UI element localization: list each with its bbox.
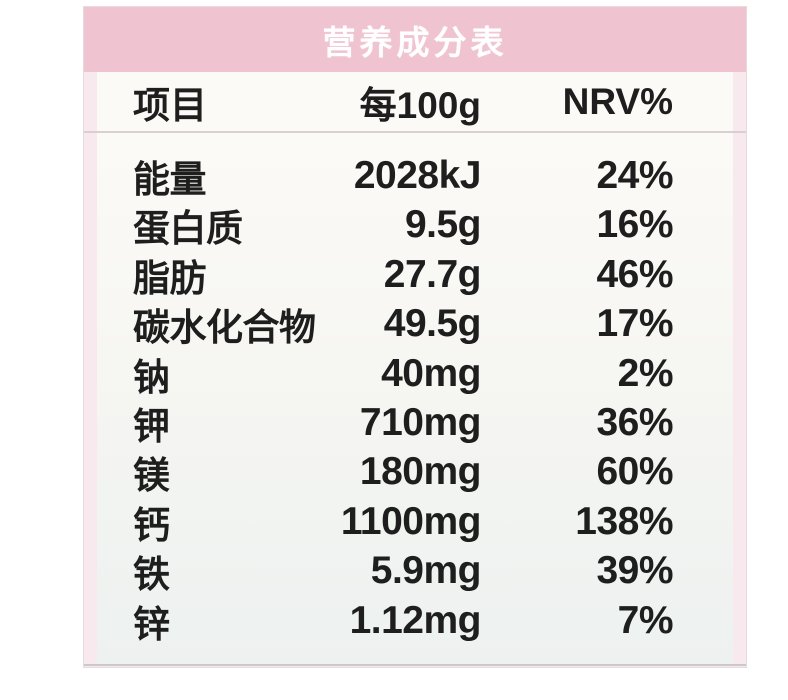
row-item-name: 铁 [133,554,170,596]
row-per100g-value: 5.9mg [370,549,482,593]
row-per100g-value: 1100mg [340,499,482,543]
nutrition-row: 钾 710mg 36% [133,396,674,447]
nutrition-table-title: 营养成分表 [322,23,508,61]
row-per100g-value: 40mg [381,351,481,395]
nutrition-row: 能量 2028kJ 24% [133,149,674,200]
row-per100g-value: 49.5g [383,302,482,346]
nutrition-row: 蛋白质 9.5g 16% [133,198,674,249]
row-nrv-value: 7% [617,598,674,642]
row-item-name: 钠 [133,356,170,398]
row-nrv-value: 36% [596,400,673,444]
column-header-per100g: 每100g [359,84,481,126]
row-per100g-value: 9.5g [404,203,482,247]
column-header-row: 项目 每100g NRV% [97,72,733,131]
row-nrv-value: 46% [596,252,673,296]
row-nrv-value: 60% [596,450,673,494]
row-per100g-value: 180mg [359,450,482,494]
row-nrv-value: 17% [596,302,673,346]
column-header-nrv: NRV% [562,80,673,122]
nutrition-facts-card: 营养成分表 项目 每100g NRV% 能量 2028kJ 24% 蛋白质 9.… [84,7,746,667]
row-per100g-value: 710mg [359,400,482,444]
nutrition-row: 脂肪 27.7g 46% [133,248,674,299]
row-nrv-value: 138% [575,499,673,543]
row-item-name: 镁 [133,455,170,497]
row-item-name: 钙 [133,504,170,546]
row-nrv-value: 2% [617,351,674,395]
nutrition-row: 钙 1100mg 138% [133,495,674,546]
row-per100g-value: 27.7g [383,252,482,296]
title-band: 营养成分表 [84,7,746,72]
row-item-name: 能量 [133,159,207,200]
row-nrv-value: 39% [596,549,673,593]
table-body: 能量 2028kJ 24% 蛋白质 9.5g 16% 脂肪 27.7g 46% … [97,133,733,664]
row-per100g-value: 1.12mg [349,598,482,642]
row-nrv-value: 24% [596,154,673,197]
nutrition-row: 锌 1.12mg 7% [133,594,674,645]
row-per100g-value: 2028kJ [353,154,482,197]
row-item-name: 蛋白质 [133,208,243,250]
column-header-item: 项目 [133,84,207,126]
row-item-name: 锌 [133,603,170,645]
nutrition-row: 镁 180mg 60% [133,445,674,496]
row-item-name: 钾 [133,405,170,447]
nutrition-row: 碳水化合物 49.5g 17% [133,297,674,348]
table-body-wrap: 能量 2028kJ 24% 蛋白质 9.5g 16% 脂肪 27.7g 46% … [84,133,746,666]
row-nrv-value: 16% [596,203,673,247]
column-header-wrap: 项目 每100g NRV% [84,72,746,133]
nutrition-row: 钠 40mg 2% [133,347,674,398]
row-item-name: 碳水化合物 [133,307,316,349]
nutrition-row: 铁 5.9mg 39% [133,544,674,595]
row-item-name: 脂肪 [133,257,207,299]
